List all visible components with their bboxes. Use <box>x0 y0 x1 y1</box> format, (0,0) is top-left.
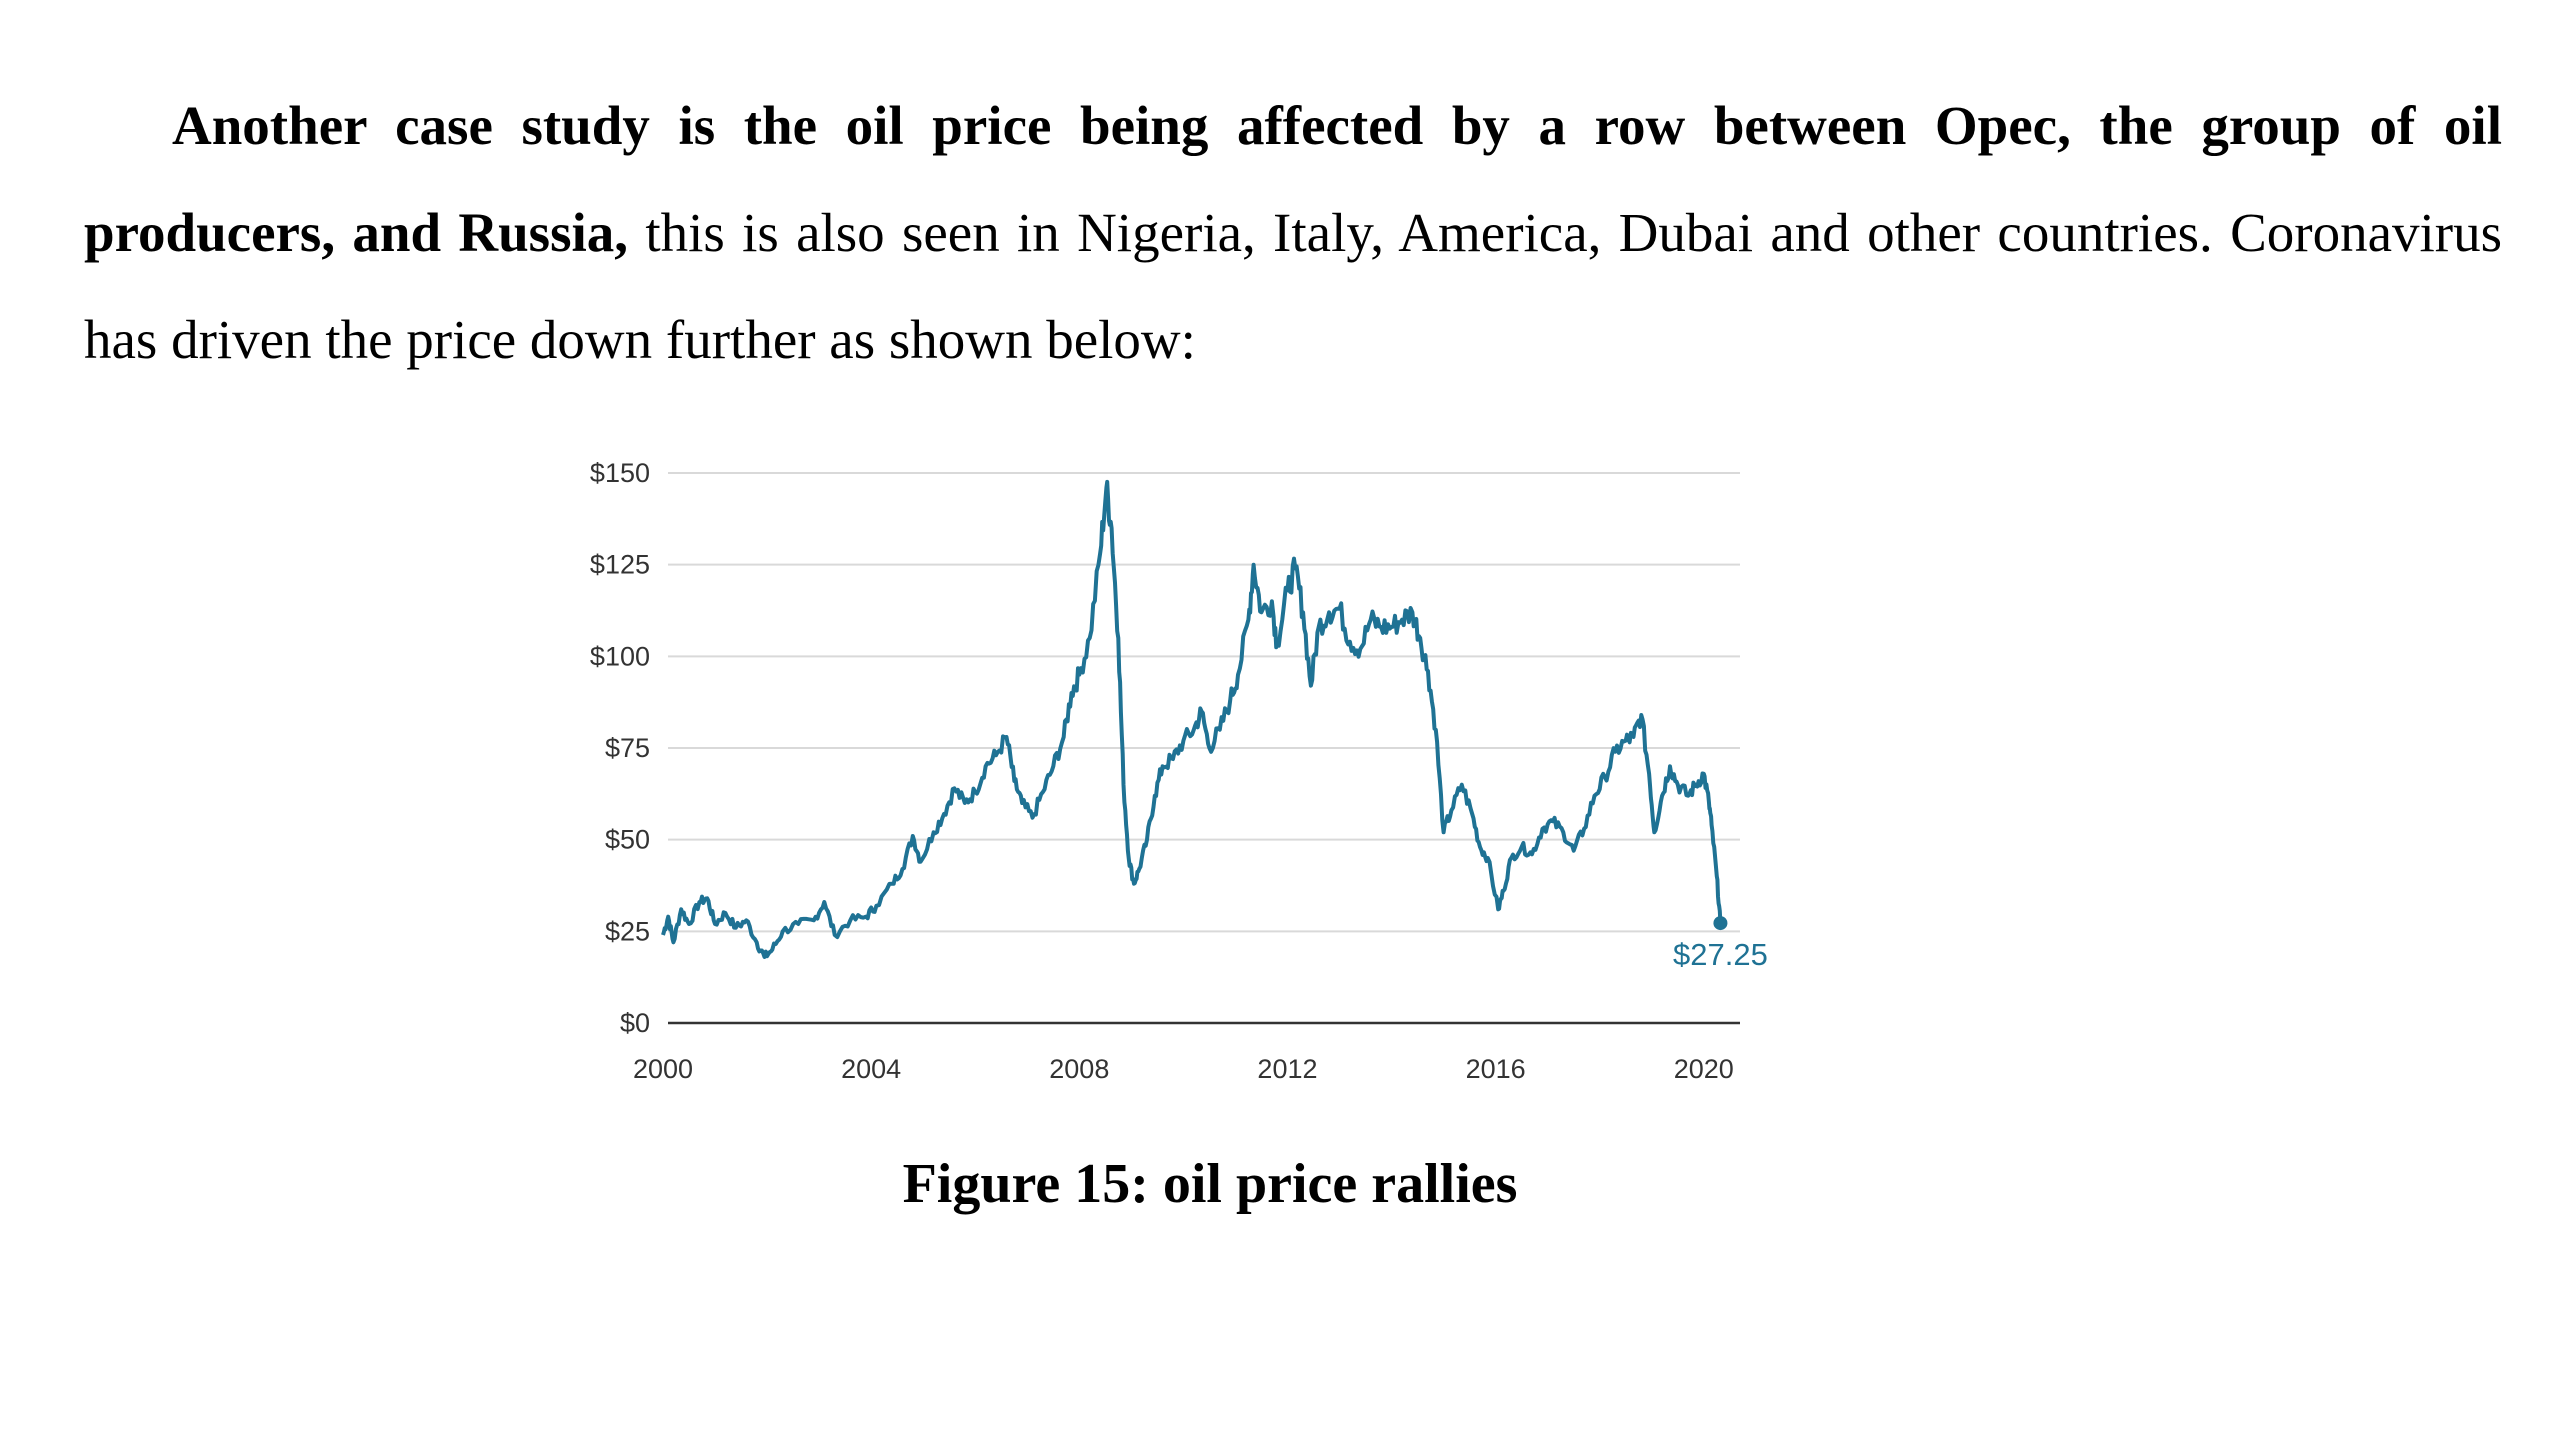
y-tick-label: $75 <box>605 733 650 763</box>
end-point-marker <box>1713 916 1728 931</box>
figure-caption: Figure 15: oil price rallies <box>902 1153 1518 1215</box>
oil-price-line-chart: $0 $25 $50 $75 $100 $125 $150 2000 2004 2008 2012 2… <box>590 458 1768 1084</box>
x-tick-label: 2000 <box>633 1054 693 1084</box>
x-tick-label: 2012 <box>1257 1054 1317 1084</box>
x-tick-label: 2004 <box>841 1054 901 1084</box>
x-tick-label: 2008 <box>1049 1054 1109 1084</box>
y-tick-label: $150 <box>590 458 650 488</box>
x-tick-label: 2020 <box>1674 1054 1734 1084</box>
y-tick-label: $0 <box>620 1008 650 1038</box>
y-tick-label: $50 <box>605 825 650 855</box>
x-tick-label: 2016 <box>1466 1054 1526 1084</box>
end-value-label: $27.25 <box>1673 937 1768 972</box>
y-tick-label: $125 <box>590 550 650 580</box>
body-paragraph: Another case study is the oil price bein… <box>84 72 2502 393</box>
y-tick-label: $100 <box>590 641 650 671</box>
bold-lead-text: Another case study is the oil price bein… <box>84 95 2502 263</box>
y-tick-label: $25 <box>605 916 650 946</box>
price-series-line <box>661 479 1723 959</box>
paragraph-rest-text: this is also seen in Nigeria, Italy, Ame… <box>84 202 2502 370</box>
